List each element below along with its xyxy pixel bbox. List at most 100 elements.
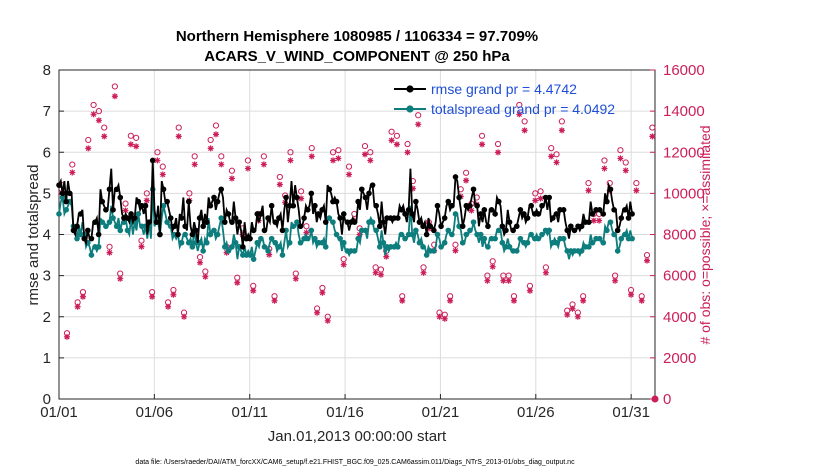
rmse-point [571, 227, 578, 234]
obs-assimilated-marker [420, 269, 427, 276]
rmse-point [477, 211, 484, 217]
totalspread-point [434, 231, 441, 238]
rmse-point [470, 186, 477, 193]
obs-assimilated-marker [372, 269, 379, 276]
rmse-point [510, 227, 516, 234]
y-tick-label: 5 [43, 185, 51, 202]
obs-assimilated-marker [628, 291, 635, 298]
totalspread-point [99, 219, 106, 225]
totalspread-point [589, 239, 596, 246]
y-tick-label: 4 [43, 227, 51, 244]
obs-possible-marker [617, 147, 624, 154]
rmse-point [59, 190, 66, 197]
totalspread-point [268, 235, 275, 242]
obs-assimilated-marker [399, 297, 406, 304]
x-tick-label: 01/26 [517, 404, 555, 421]
totalspread-point [362, 227, 369, 234]
rmse-point [431, 227, 437, 234]
obs-possible-marker [622, 159, 629, 166]
x-tick-label: 01/16 [326, 404, 364, 421]
y2-tick-label: 8000 [663, 227, 696, 244]
rmse-point [81, 235, 88, 242]
totalspread-point [578, 248, 585, 254]
totalspread-point [607, 219, 614, 225]
totalspread-point [124, 227, 131, 234]
obs-possible-marker [542, 264, 550, 271]
obs-possible-marker [388, 128, 395, 135]
rmse-point [56, 182, 62, 188]
obs-assimilated-marker [287, 157, 294, 164]
rmse-point [604, 198, 610, 205]
rmse-point [203, 219, 210, 225]
obs-possible-marker [303, 223, 310, 230]
rmse-point [95, 231, 102, 238]
totalspread-point [214, 231, 221, 238]
rmse-point [193, 227, 199, 234]
rmse-point [240, 244, 246, 250]
obs-possible-marker [361, 142, 369, 150]
totalspread-point [258, 235, 264, 242]
rmse-point [200, 223, 206, 230]
obs-assimilated-marker [324, 317, 331, 324]
rmse-point [395, 215, 401, 221]
obs-assimilated-marker [484, 277, 491, 284]
x-tick-label: 01/06 [136, 404, 174, 421]
totalspread-point [459, 239, 466, 246]
totalspread-point [333, 231, 340, 238]
obs-assimilated-marker [202, 273, 209, 280]
obs-assimilated-marker [404, 149, 411, 156]
rmse-point [528, 202, 534, 209]
rmse-point [319, 207, 325, 213]
rmse-point [485, 223, 491, 230]
totalspread-point [481, 235, 488, 242]
totalspread-point [369, 219, 376, 225]
obs-assimilated-marker [111, 93, 118, 100]
rmse-point [506, 219, 513, 225]
rmse-point [99, 198, 106, 205]
rmse-point [301, 215, 307, 221]
totalspread-point [113, 223, 120, 230]
rmse-point [568, 223, 574, 230]
totalspread-point [553, 239, 560, 246]
obs-possible-marker [494, 140, 502, 148]
totalspread-point [596, 235, 603, 242]
obs-possible-marker [643, 251, 651, 259]
totalspread-point [254, 239, 261, 246]
obs-assimilated-marker [207, 145, 214, 152]
y-tick-label: 8 [43, 62, 51, 79]
obs-possible-marker [649, 124, 656, 131]
obs-assimilated-marker [505, 277, 512, 284]
rmse-point [117, 194, 124, 201]
obs-assimilated-marker [244, 165, 251, 172]
obs-assimilated-marker [542, 269, 549, 276]
rmse-point [164, 198, 170, 205]
obs-possible-marker [462, 169, 470, 176]
totalspread-point [59, 194, 66, 201]
totalspread-point [340, 239, 347, 246]
rmse-point [586, 219, 592, 225]
rmse-point [77, 211, 84, 217]
obs-assimilated-marker [468, 207, 475, 214]
obs-possible-marker [521, 118, 528, 125]
x-axis-label: Jan.01,2013 00:00:00 start [268, 428, 447, 445]
totalspread-point [470, 219, 477, 225]
obs-possible-marker [553, 151, 560, 158]
rmse-point [611, 207, 617, 213]
rmse-point [546, 194, 553, 201]
totalspread-point [355, 235, 361, 242]
totalspread-point [304, 235, 311, 242]
obs-assimilated-marker [314, 309, 321, 316]
obs-assimilated-marker [479, 141, 486, 148]
obs-assimilated-marker [122, 207, 129, 214]
obs-assimilated-marker [393, 141, 400, 148]
rmse-point [340, 211, 347, 217]
obs-assimilated-marker [234, 279, 241, 286]
rmse-point [488, 207, 495, 213]
rmse-point [229, 219, 235, 225]
obs-possible-marker [548, 145, 555, 152]
rmse-point [405, 207, 412, 213]
obs-assimilated-marker [388, 137, 395, 144]
obs-assimilated-marker [521, 127, 528, 134]
rmse-point [438, 223, 444, 230]
